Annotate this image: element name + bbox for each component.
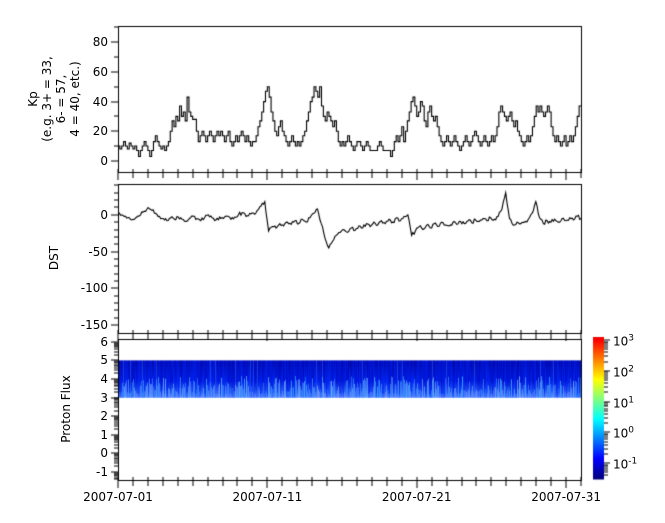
dst-y-tick-label: -50 — [88, 244, 108, 259]
x-tick-label: 2007-07-31 — [531, 490, 601, 504]
pf-y-tick-label: 4 — [100, 372, 108, 386]
kp-y-tick-label: 60 — [92, 64, 108, 79]
dst-y-tick-label: -150 — [80, 317, 108, 332]
pf-y-tick-label: 0 — [100, 446, 108, 461]
x-tick-label: 2007-07-01 — [83, 490, 153, 504]
colorbar-tick-label: 103 — [613, 333, 635, 349]
pf-y-tick-label: 5 — [100, 353, 108, 368]
pf-y-tick-label: 1 — [100, 427, 108, 442]
kp-y-tick-label: 40 — [92, 94, 108, 109]
pf-y-tick-label: 2 — [100, 409, 108, 424]
kp-y-tick-label: 80 — [92, 35, 108, 50]
pf-y-tick-label: -1 — [96, 465, 108, 479]
colorbar-tick-label: 10-1 — [613, 456, 638, 472]
colorbar-tick-label: 102 — [613, 364, 635, 380]
pf-y-tick-label: 6 — [100, 334, 108, 349]
dst-y-tick-label: -100 — [80, 281, 108, 296]
x-tick-label: 2007-07-11 — [232, 490, 303, 504]
kp-y-tick-label: 0 — [100, 153, 108, 168]
pf-y-tick-label: 3 — [100, 390, 108, 405]
colorbar-tick-label: 101 — [613, 395, 635, 411]
dst-y-tick-label: 0 — [100, 207, 108, 222]
colorbar-tick-label: 100 — [613, 425, 635, 441]
kp-y-tick-label: 20 — [92, 124, 108, 139]
x-tick-label: 2007-07-21 — [381, 490, 452, 504]
